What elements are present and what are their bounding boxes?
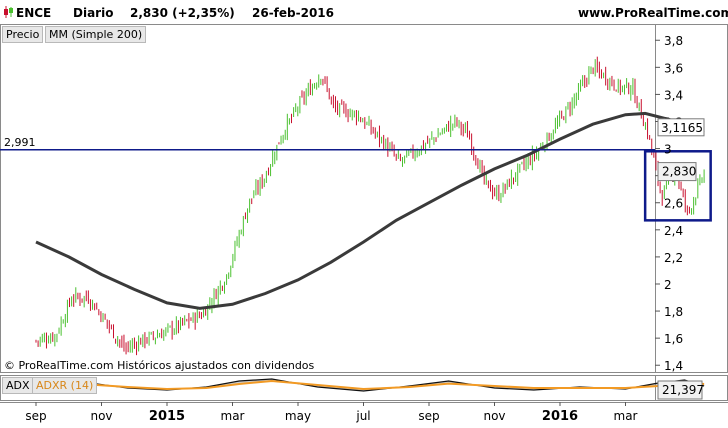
- y-tick-label: 2,4: [664, 224, 683, 238]
- x-tick-label: mar: [614, 409, 638, 423]
- ma-tag: 3,1165: [661, 121, 703, 135]
- y-tick-label: 2,2: [664, 251, 683, 265]
- y-tick-label: 3,4: [664, 88, 683, 102]
- adx-legend-tag[interactable]: ADX: [2, 377, 34, 394]
- price-tag-box: [657, 162, 697, 182]
- y-tick-label: 2: [664, 278, 672, 292]
- ma-legend-tag[interactable]: MM (Simple 200): [45, 26, 147, 43]
- symbol-label: ENCE: [16, 6, 52, 20]
- y-tick-label: 3: [664, 143, 672, 157]
- adx-tag-box: [657, 380, 703, 400]
- price-candles: [35, 56, 705, 356]
- x-tick-label: sep: [418, 409, 439, 423]
- period-label: Diario: [73, 6, 114, 20]
- y-tick-label: 1,4: [664, 359, 683, 373]
- price-tag: 2,830: [662, 165, 696, 179]
- y-tick-label: 3,6: [664, 61, 683, 75]
- ma-tag-box: [657, 118, 705, 137]
- chart-header: ENCE Diario 2,830 (+2,35%) 26-feb-2016 w…: [0, 0, 728, 24]
- candle-icon: [4, 6, 13, 18]
- x-tick-label: 2015: [149, 409, 185, 424]
- time-axis: sep nov 2015 mar may jul sep nov 2016 mar: [25, 402, 638, 424]
- price-panel-frame: [0, 24, 656, 373]
- y-tick-label: 1,8: [664, 305, 683, 319]
- highlight-rectangle[interactable]: [643, 150, 712, 222]
- x-tick-label: 2016: [542, 409, 578, 424]
- x-tick-label: mar: [221, 409, 245, 423]
- moving-average-line: [35, 111, 705, 310]
- adx-tag: 21,397: [662, 383, 704, 397]
- copyright-text: © ProRealTime.com Históricos ajustados c…: [4, 359, 315, 372]
- y-tick-label: 2,6: [664, 197, 683, 211]
- adxr-legend-tag[interactable]: ADXR (14): [32, 377, 98, 394]
- x-tick-label: may: [285, 409, 311, 423]
- x-tick-label: nov: [90, 409, 112, 423]
- date-label: 26-feb-2016: [252, 6, 335, 20]
- price-legend-tag[interactable]: Precio: [2, 26, 44, 43]
- last-value-label: 2,830 (+2,35%): [130, 6, 235, 20]
- x-tick-label: nov: [483, 409, 505, 423]
- x-tick-label: sep: [25, 409, 46, 423]
- site-label: www.ProRealTime.com: [578, 6, 728, 20]
- price-y-axis: 1,41,61,822,22,42,62,833,23,43,63,8: [655, 34, 683, 373]
- adxr-line: [35, 379, 705, 391]
- reference-line-label: 2,991: [4, 136, 36, 149]
- y-tick-label: 1,6: [664, 332, 683, 346]
- y-tick-label: 3,8: [664, 34, 683, 48]
- x-tick-label: jul: [355, 409, 370, 423]
